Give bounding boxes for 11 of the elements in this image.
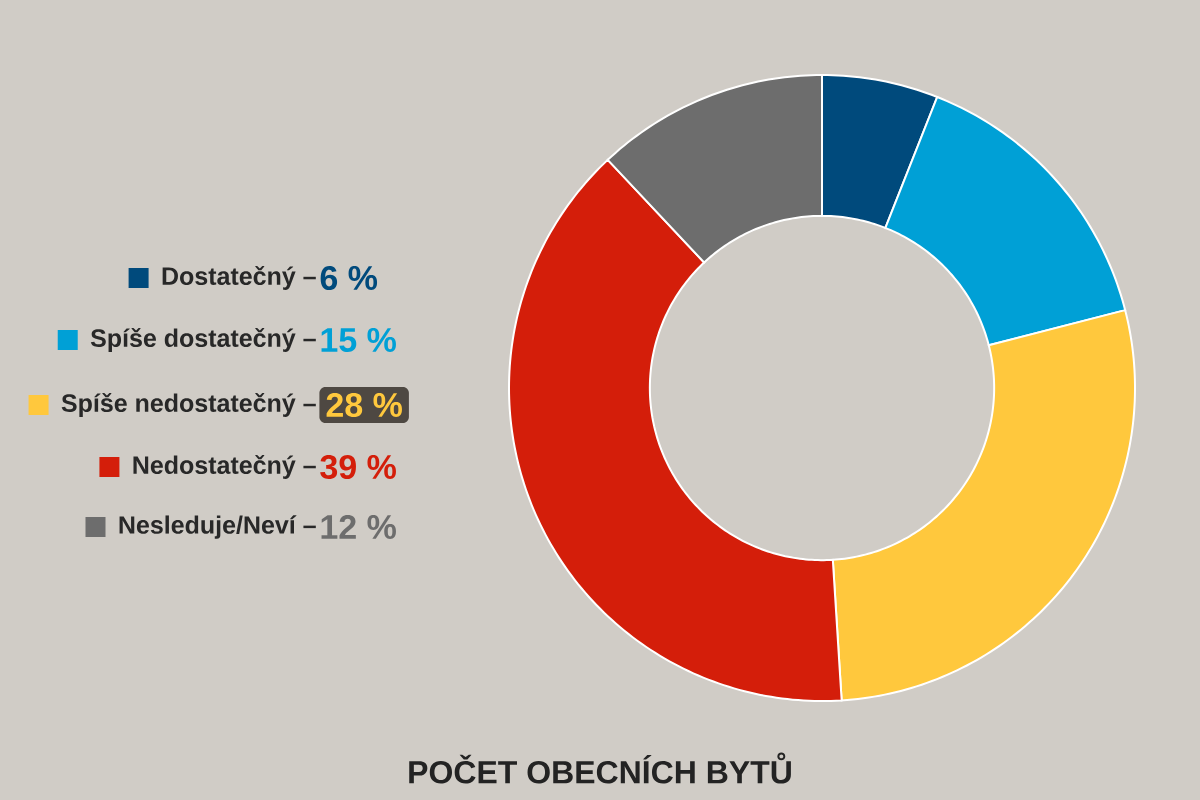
- data-label: 12 %: [321, 514, 396, 539]
- legend-label: Spíše nedostatečný –: [61, 393, 316, 417]
- data-label: 39 %: [320, 454, 396, 480]
- legend-label: Dostatečný –: [162, 266, 316, 290]
- data-label: 6 %: [320, 265, 378, 291]
- legend-label: Spíše dostatečný –: [90, 328, 316, 352]
- data-label: 28 %: [326, 392, 402, 418]
- text: POČET OBECNÍCH BYTŮ: [409, 752, 791, 784]
- legend-label: Nedostatečný –: [133, 455, 316, 479]
- legend-label: Nesleduje/Neví –: [119, 515, 316, 539]
- data-label: 15 %: [321, 328, 396, 353]
